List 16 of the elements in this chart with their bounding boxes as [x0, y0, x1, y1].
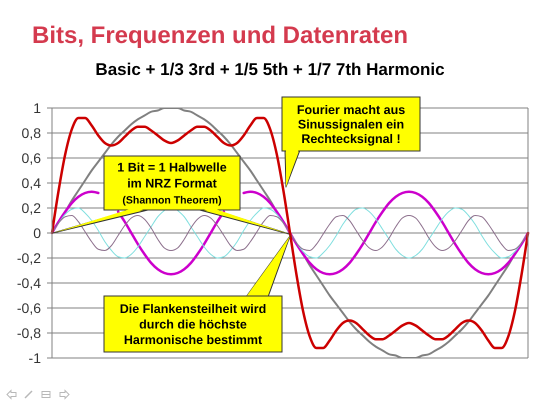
chart-title: Bits, Frequenzen und Datenraten — [32, 22, 408, 49]
chart-subtitle: Basic + 1/3 3rd + 1/5 5th + 1/7 7th Harmonic — [95, 60, 445, 79]
y-tick-label: 0,2 — [22, 200, 42, 216]
y-tick-label: 0 — [33, 224, 42, 241]
y-tick-label: -0,4 — [16, 274, 42, 291]
annotation: Die Flankensteilheit wird durch die höchste Harmonische bestimmt — [120, 302, 266, 347]
annotation: 1 Bit = 1 Halbwelle im NRZ Format (Shannon Theorem) — [117, 160, 227, 206]
y-tick-label: -1 — [28, 350, 42, 366]
y-tick-label: 0,8 — [22, 124, 42, 141]
y-tick-label: -0,8 — [16, 324, 42, 341]
y-tick-label: 0,4 — [22, 174, 42, 191]
y-tick-label: 1 — [33, 100, 42, 116]
y-tick-label: 0,6 — [22, 150, 42, 166]
annotation: Fourier macht aus Sinussignalen ein Rechtecksignal ! — [296, 103, 406, 146]
y-tick-label: -0,2 — [16, 250, 42, 266]
y-tick-label: -0,6 — [16, 300, 42, 316]
